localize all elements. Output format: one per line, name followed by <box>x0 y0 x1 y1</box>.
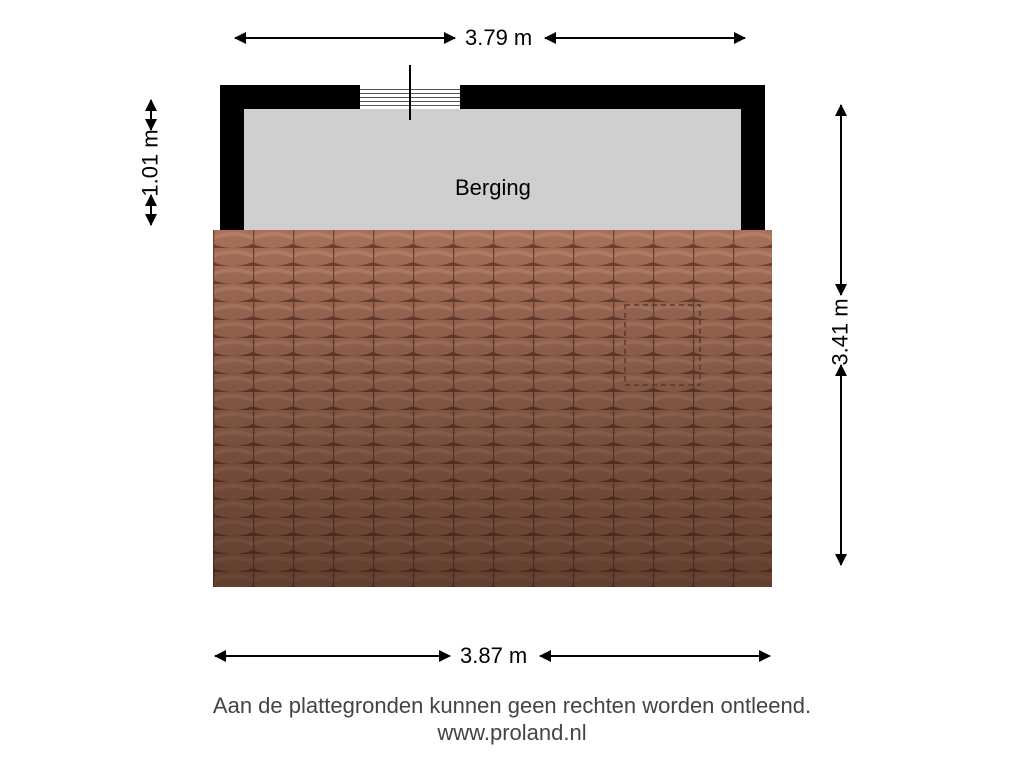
footer-line2: www.proland.nl <box>437 720 586 745</box>
wall-top <box>220 85 765 109</box>
dim-right-top-arrow <box>840 105 842 295</box>
wall-right <box>741 85 765 230</box>
berging-floor <box>244 109 741 230</box>
footer-line1: Aan de plattegronden kunnen geen rechten… <box>213 693 811 718</box>
dim-right-bottom-arrow <box>840 365 842 565</box>
dim-bottom-label: 3.87 m <box>460 643 527 669</box>
dim-bottom-left-arrow <box>215 655 450 657</box>
floorplan-canvas: 3.79 m 1.01 m 3.41 m Berging <box>0 0 1024 768</box>
wall-left <box>220 85 244 230</box>
roof-tiles <box>213 230 772 587</box>
roof-svg <box>213 230 772 587</box>
dim-right-label: 3.41 m <box>828 298 854 365</box>
footer-disclaimer: Aan de plattegronden kunnen geen rechten… <box>0 693 1024 719</box>
footer-url: www.proland.nl <box>0 720 1024 746</box>
dim-top-right-arrow <box>545 37 745 39</box>
dim-left-label: 1.01 m <box>138 129 164 196</box>
dim-bottom-right-arrow <box>540 655 770 657</box>
dim-left-top-arrow <box>150 100 152 130</box>
room-label-berging: Berging <box>455 175 531 201</box>
dim-left-bottom-arrow <box>150 195 152 225</box>
window-center-tick <box>409 65 411 120</box>
dim-top-left-arrow <box>235 37 455 39</box>
dim-top-label: 3.79 m <box>465 25 532 51</box>
